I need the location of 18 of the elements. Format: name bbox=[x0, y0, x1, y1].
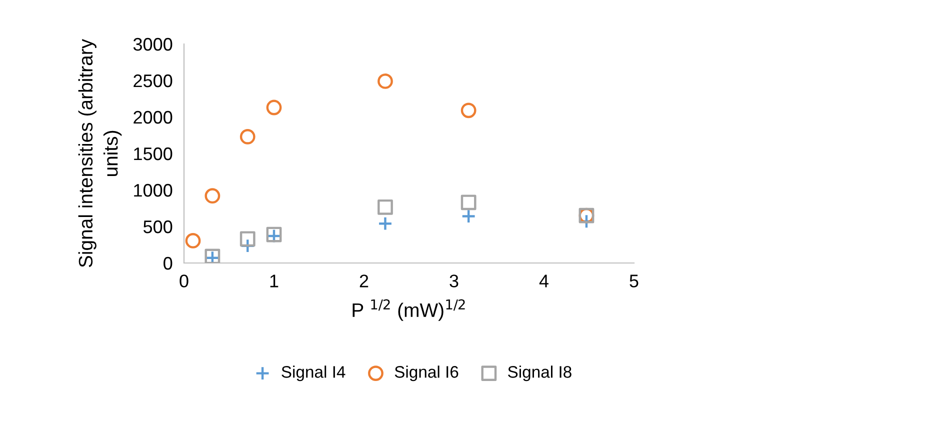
y-tick-label: 2500 bbox=[134, 74, 172, 88]
x-tick-label: 1 bbox=[270, 274, 278, 288]
y-tick-label: 2000 bbox=[134, 110, 172, 124]
y-tick-label: 1000 bbox=[134, 184, 172, 197]
x-tick-label: 2 bbox=[360, 274, 368, 288]
x-tick-label: 0 bbox=[180, 274, 188, 288]
y-tick-label: 500 bbox=[143, 220, 172, 234]
legend-label: Signal I6 bbox=[394, 366, 458, 382]
x-axis-title: P $^{1/2}$ (mW)$^{1/2}$ bbox=[352, 299, 465, 321]
x-tick-label: 4 bbox=[539, 274, 548, 288]
y-tick-label: 1500 bbox=[134, 147, 172, 160]
legend-label: Signal I4 bbox=[282, 366, 346, 382]
y-axis-title: Signal intensities (arbitrary units) bbox=[78, 38, 122, 268]
x-tick-label: 5 bbox=[630, 274, 638, 288]
y-tick-label: 3000 bbox=[133, 38, 172, 51]
legend-label: Signal I8 bbox=[508, 366, 572, 382]
x-tick-label: 3 bbox=[450, 274, 458, 288]
y-tick-label: 0 bbox=[164, 256, 172, 270]
